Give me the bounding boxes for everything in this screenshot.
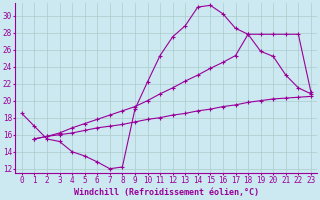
X-axis label: Windchill (Refroidissement éolien,°C): Windchill (Refroidissement éolien,°C) [74,188,259,197]
